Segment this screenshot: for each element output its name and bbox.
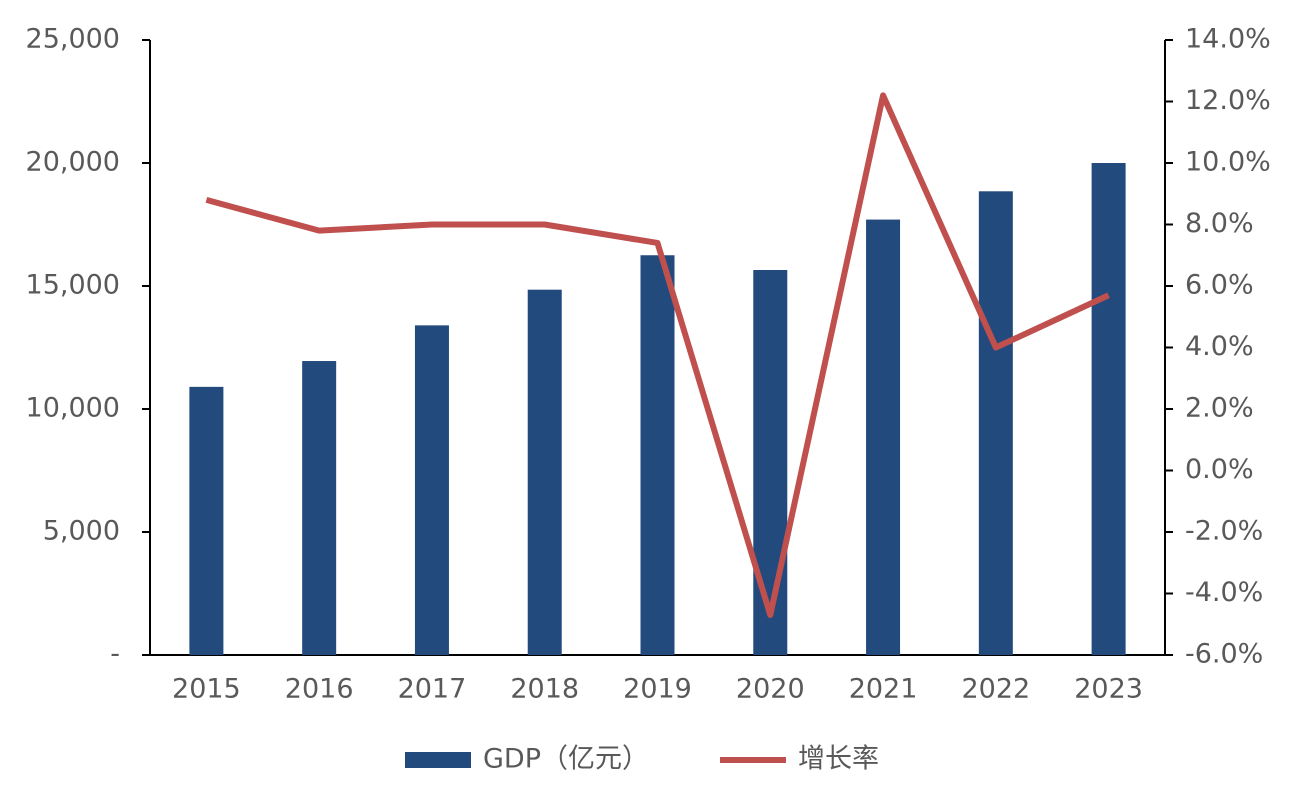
x-tick-label: 2023 (1074, 674, 1143, 705)
y-tick-label: 15,000 (26, 270, 120, 301)
x-tick-label: 2017 (398, 674, 467, 705)
growth-line (205, 92, 1110, 619)
y2-tick-label: 6.0% (1185, 270, 1254, 301)
bar (189, 386, 224, 655)
legend-label: 增长率 (798, 744, 879, 775)
y2-tick-label: 2.0% (1185, 393, 1254, 424)
bar (302, 361, 337, 655)
y2-tick-label: 4.0% (1185, 331, 1254, 362)
legend-swatch (405, 752, 471, 768)
legend-label: GDP（亿元） (483, 744, 649, 775)
bar (1091, 163, 1126, 655)
y-tick-label: - (110, 639, 120, 670)
x-tick-label: 2019 (623, 674, 692, 705)
y2-tick-label: -4.0% (1185, 577, 1263, 608)
x-tick-label: 2022 (961, 674, 1030, 705)
y2-tick-label: 12.0% (1185, 85, 1271, 116)
y-tick-label: 25,000 (26, 24, 120, 55)
bar (978, 191, 1013, 656)
bar (640, 255, 675, 655)
y2-tick-label: -6.0% (1185, 639, 1263, 670)
x-tick-label: 2015 (172, 674, 241, 705)
bar (527, 289, 562, 655)
bar (414, 325, 449, 655)
x-tick-label: 2021 (849, 674, 918, 705)
y-tick-label: 5,000 (43, 516, 120, 547)
y2-tick-label: 8.0% (1185, 208, 1254, 239)
bar (866, 219, 901, 655)
x-tick-label: 2016 (285, 674, 354, 705)
y2-tick-label: 10.0% (1185, 147, 1271, 178)
x-tick-label: 2018 (510, 674, 579, 705)
y-tick-label: 10,000 (26, 393, 120, 424)
x-tick-label: 2020 (736, 674, 805, 705)
y2-tick-label: -2.0% (1185, 516, 1263, 547)
y2-tick-label: 14.0% (1185, 24, 1271, 55)
bar (753, 270, 788, 655)
y2-tick-label: 0.0% (1185, 454, 1254, 485)
y-tick-label: 20,000 (26, 147, 120, 178)
